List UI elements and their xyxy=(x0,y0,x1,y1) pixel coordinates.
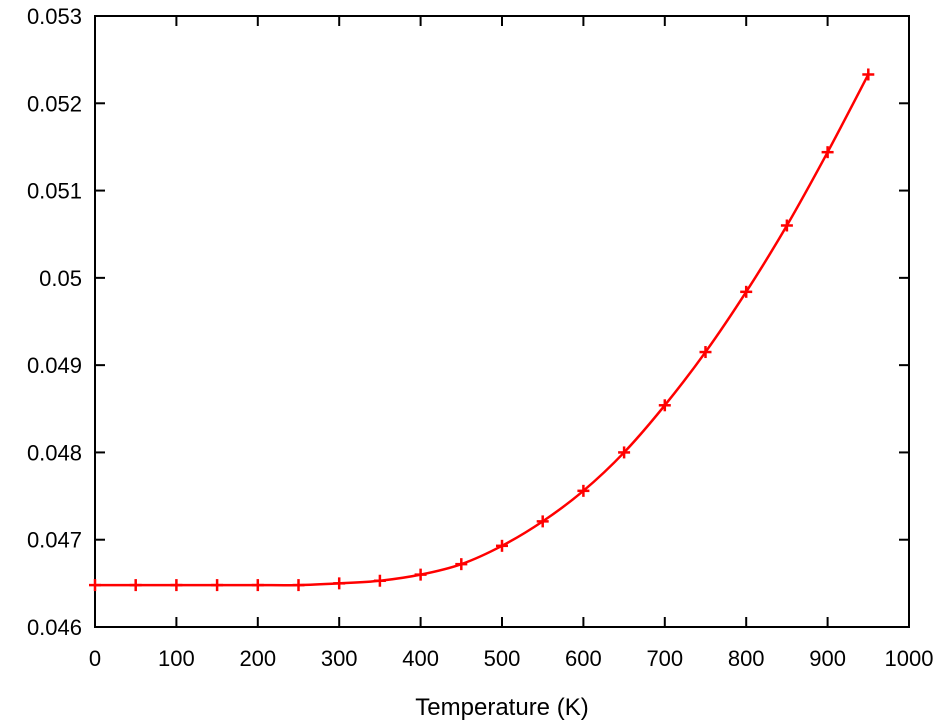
plot-frame xyxy=(94,15,910,628)
y-tick-label: 0.048 xyxy=(27,440,82,465)
x-axis-title: Temperature (K) xyxy=(415,694,588,721)
x-tick-label: 700 xyxy=(646,646,683,671)
y-tick-label: 0.051 xyxy=(27,179,82,204)
data-point-marker xyxy=(740,285,753,298)
data-point-marker xyxy=(821,146,834,159)
x-tick-label: 300 xyxy=(321,646,358,671)
data-point-marker xyxy=(170,579,183,592)
x-tick-label: 0 xyxy=(89,646,101,671)
data-point-marker xyxy=(577,484,590,497)
data-point-marker xyxy=(536,515,549,528)
y-tick-label: 0.046 xyxy=(27,615,82,640)
x-tick-label: 600 xyxy=(565,646,602,671)
x-tick-label: 400 xyxy=(402,646,439,671)
tick-marks xyxy=(94,15,910,628)
y-tick-label: 0.052 xyxy=(27,91,82,116)
data-point-marker xyxy=(129,579,142,592)
data-point-marker xyxy=(862,68,875,81)
x-tick-label: 100 xyxy=(158,646,195,671)
y-tick-label: 0.053 xyxy=(27,4,82,29)
data-point-marker xyxy=(211,579,224,592)
series-line xyxy=(95,73,870,587)
y-tick-label: 0.049 xyxy=(27,353,82,378)
x-tick-label: 500 xyxy=(484,646,521,671)
data-point-marker xyxy=(373,574,386,587)
y-tick-labels: 0.046 0.047 0.048 0.049 0.05 0.051 0.052 0.053 xyxy=(27,4,82,640)
data-point-marker xyxy=(292,579,305,592)
series-layer xyxy=(89,68,875,592)
data-point-marker xyxy=(780,219,793,232)
data-point-marker xyxy=(618,446,631,459)
x-tick-label: 200 xyxy=(239,646,276,671)
data-point-marker xyxy=(699,346,712,359)
data-point-marker xyxy=(414,568,427,581)
data-point-marker xyxy=(333,577,346,590)
x-tick-labels: 0 100 200 300 400 500 600 700 800 900 1000 xyxy=(89,646,934,671)
y-tick-label: 0.05 xyxy=(39,266,82,291)
data-point-marker xyxy=(251,579,264,592)
data-point-marker xyxy=(89,579,101,592)
x-tick-label: 800 xyxy=(728,646,765,671)
y-tick-label: 0.047 xyxy=(27,528,82,553)
data-point-marker xyxy=(658,399,671,412)
x-tick-label: 1000 xyxy=(885,646,934,671)
data-point-marker xyxy=(455,558,468,571)
x-tick-label: 900 xyxy=(809,646,846,671)
data-point-marker xyxy=(496,539,508,552)
